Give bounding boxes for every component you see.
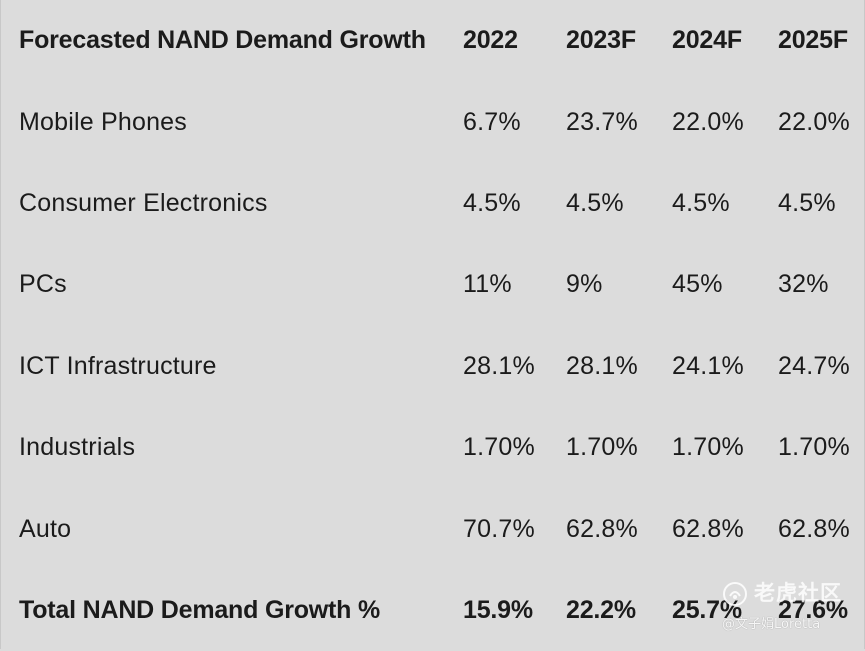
table-cell: 62.8% bbox=[566, 514, 638, 543]
table-row: Mobile Phones 6.7% 23.7% 22.0% 22.0% bbox=[1, 81, 865, 162]
table-cell: 62.8% bbox=[778, 514, 850, 543]
column-header-2024f: 2024F bbox=[672, 26, 742, 55]
total-cell: 22.2% bbox=[566, 595, 636, 624]
table-cell: 9% bbox=[566, 270, 603, 299]
table-cell: 22.0% bbox=[778, 107, 850, 136]
total-cell: 27.6% bbox=[778, 595, 848, 624]
row-label: PCs bbox=[19, 270, 67, 299]
column-header-2025f: 2025F bbox=[778, 26, 848, 55]
total-row: Total NAND Demand Growth % 15.9% 22.2% 2… bbox=[1, 570, 865, 651]
table-row: Consumer Electronics 4.5% 4.5% 4.5% 4.5% bbox=[1, 163, 865, 244]
row-label: Mobile Phones bbox=[19, 107, 187, 136]
table-cell: 1.70% bbox=[778, 433, 850, 462]
table-row: Industrials 1.70% 1.70% 1.70% 1.70% bbox=[1, 407, 865, 488]
table-cell: 28.1% bbox=[463, 351, 535, 380]
row-label: Auto bbox=[19, 514, 72, 543]
table-row: ICT Infrastructure 28.1% 28.1% 24.1% 24.… bbox=[1, 326, 865, 407]
table-row: Auto 70.7% 62.8% 62.8% 62.8% bbox=[1, 488, 865, 569]
column-header-2022: 2022 bbox=[463, 26, 518, 55]
table-cell: 45% bbox=[672, 270, 723, 299]
table-cell: 11% bbox=[463, 270, 512, 299]
table-cell: 1.70% bbox=[566, 433, 638, 462]
row-label: ICT Infrastructure bbox=[19, 351, 217, 380]
table-cell: 32% bbox=[778, 270, 829, 299]
table-row: PCs 11% 9% 45% 32% bbox=[1, 244, 865, 325]
table-title: Forecasted NAND Demand Growth bbox=[19, 26, 426, 55]
table-cell: 4.5% bbox=[566, 188, 624, 217]
total-row-label: Total NAND Demand Growth % bbox=[19, 595, 381, 624]
table-cell: 24.1% bbox=[672, 351, 744, 380]
table-cell: 22.0% bbox=[672, 107, 744, 136]
table-cell: 70.7% bbox=[463, 514, 535, 543]
column-header-2023f: 2023F bbox=[566, 26, 636, 55]
row-label: Industrials bbox=[19, 433, 136, 462]
row-label: Consumer Electronics bbox=[19, 188, 268, 217]
table-header-row: Forecasted NAND Demand Growth 2022 2023F… bbox=[1, 0, 865, 81]
table-cell: 62.8% bbox=[672, 514, 744, 543]
total-cell: 15.9% bbox=[463, 595, 533, 624]
table-cell: 4.5% bbox=[778, 188, 836, 217]
table-cell: 28.1% bbox=[566, 351, 638, 380]
table-cell: 23.7% bbox=[566, 107, 638, 136]
table-cell: 1.70% bbox=[672, 433, 744, 462]
total-cell: 25.7% bbox=[672, 595, 742, 624]
table-cell: 1.70% bbox=[463, 433, 535, 462]
table-cell: 4.5% bbox=[463, 188, 521, 217]
table-cell: 4.5% bbox=[672, 188, 730, 217]
table-cell: 6.7% bbox=[463, 107, 521, 136]
table-cell: 24.7% bbox=[778, 351, 850, 380]
